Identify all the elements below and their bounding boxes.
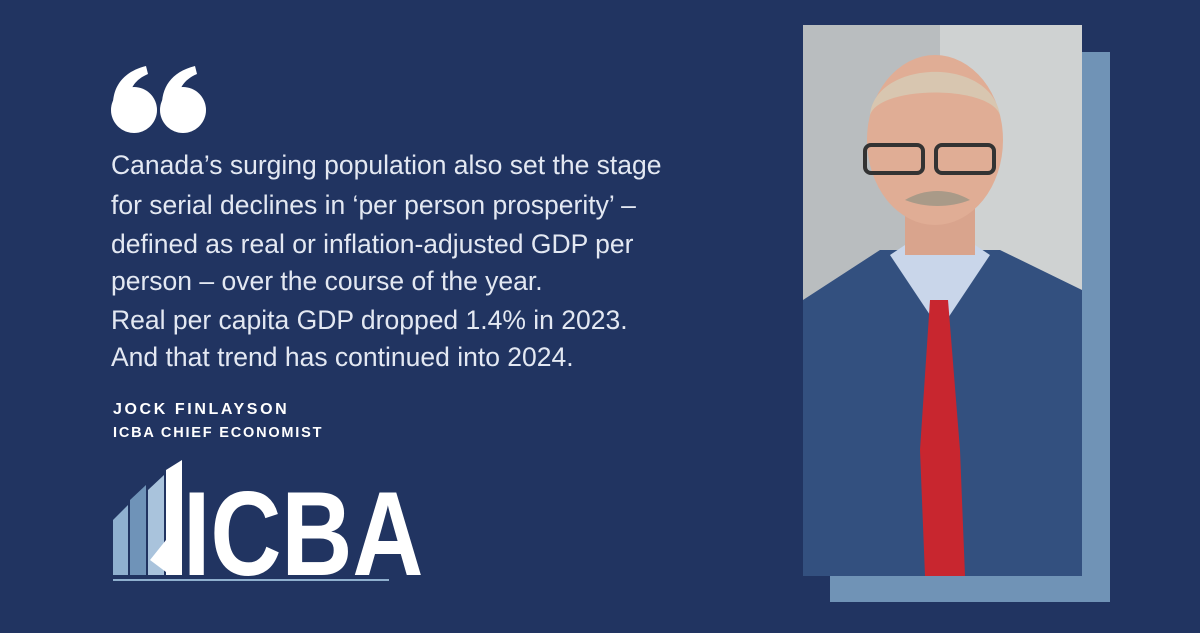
portrait-photo [803, 25, 1082, 576]
logo-underline [113, 579, 389, 581]
logo-buildings [113, 460, 182, 575]
quote-line: person – over the course of the year. [111, 266, 543, 296]
author-title: ICBA CHIEF ECONOMIST [113, 425, 323, 441]
logo: ICBA [113, 460, 424, 601]
quote-mark [111, 66, 206, 133]
quote-line: Real per capita GDP dropped 1.4% in 2023… [111, 305, 628, 335]
quote-line: defined as real or inflation-adjusted GD… [111, 229, 634, 259]
quote-text: Canada’s surging population also set the… [111, 150, 662, 372]
logo-text: ICBA [183, 468, 424, 601]
author-name: JOCK FINLAYSON [113, 401, 289, 418]
quote-line: for serial declines in ‘per person prosp… [111, 190, 636, 220]
quote-line: Canada’s surging population also set the… [111, 150, 662, 180]
quote-line: And that trend has continued into 2024. [111, 342, 574, 372]
